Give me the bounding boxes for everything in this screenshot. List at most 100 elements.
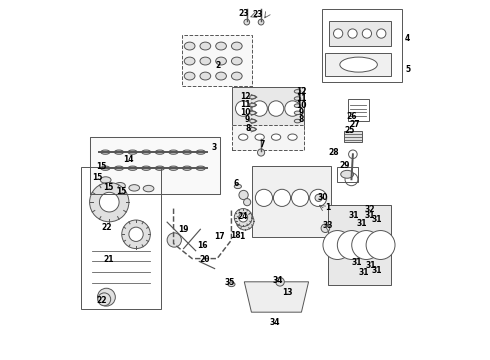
Circle shape — [234, 208, 252, 226]
Circle shape — [252, 101, 268, 116]
Bar — [232, 87, 304, 130]
Text: 6: 6 — [233, 179, 239, 188]
Ellipse shape — [216, 72, 226, 80]
Text: 35: 35 — [225, 278, 235, 287]
Text: 23: 23 — [252, 10, 263, 19]
Ellipse shape — [294, 119, 301, 123]
Circle shape — [377, 29, 386, 38]
Ellipse shape — [184, 57, 195, 65]
Ellipse shape — [255, 134, 264, 140]
Circle shape — [366, 230, 395, 260]
Ellipse shape — [142, 150, 151, 154]
Text: 15: 15 — [117, 187, 127, 196]
Circle shape — [129, 227, 143, 242]
Bar — [182, 35, 252, 86]
Ellipse shape — [101, 166, 110, 170]
Text: 19: 19 — [178, 225, 189, 234]
Circle shape — [321, 224, 330, 233]
Text: 23: 23 — [238, 9, 248, 18]
Text: 17: 17 — [214, 232, 224, 241]
Circle shape — [292, 189, 309, 206]
Text: 10: 10 — [296, 101, 307, 110]
Text: 20: 20 — [200, 255, 210, 264]
Text: 16: 16 — [197, 240, 208, 249]
Ellipse shape — [182, 150, 192, 154]
Ellipse shape — [128, 150, 137, 154]
Circle shape — [255, 189, 272, 206]
Bar — [328, 205, 391, 285]
Circle shape — [167, 233, 181, 247]
Ellipse shape — [169, 150, 178, 154]
Text: 9: 9 — [299, 108, 304, 117]
Ellipse shape — [100, 177, 111, 183]
Circle shape — [244, 19, 249, 25]
Ellipse shape — [294, 90, 301, 93]
Text: 24: 24 — [237, 212, 247, 221]
Text: 15: 15 — [96, 162, 107, 171]
Circle shape — [345, 173, 358, 186]
Circle shape — [239, 190, 248, 200]
Ellipse shape — [200, 72, 211, 80]
Ellipse shape — [294, 97, 301, 100]
Bar — [337, 167, 358, 182]
Text: 9: 9 — [244, 116, 249, 125]
Circle shape — [315, 194, 322, 202]
Text: 15: 15 — [103, 183, 114, 192]
Text: 33: 33 — [322, 221, 333, 230]
Bar — [344, 131, 362, 143]
Text: 18: 18 — [230, 231, 240, 240]
Circle shape — [334, 29, 343, 38]
Text: 34: 34 — [269, 318, 279, 327]
Ellipse shape — [143, 185, 154, 192]
Text: 22: 22 — [96, 296, 107, 305]
Text: 30: 30 — [318, 193, 328, 202]
Text: 1: 1 — [240, 232, 245, 241]
Ellipse shape — [249, 95, 256, 99]
Circle shape — [348, 150, 357, 158]
Ellipse shape — [294, 111, 301, 114]
Ellipse shape — [101, 150, 110, 154]
Ellipse shape — [129, 185, 140, 191]
Text: 25: 25 — [344, 126, 354, 135]
Ellipse shape — [294, 104, 301, 108]
Text: 28: 28 — [328, 148, 339, 157]
Text: 10: 10 — [241, 108, 251, 117]
Circle shape — [352, 230, 381, 260]
Text: 31: 31 — [349, 211, 359, 220]
Text: 8: 8 — [299, 116, 304, 125]
Ellipse shape — [155, 150, 164, 154]
Circle shape — [323, 230, 352, 260]
Ellipse shape — [115, 166, 123, 170]
Ellipse shape — [169, 166, 178, 170]
Ellipse shape — [184, 72, 195, 80]
Circle shape — [258, 149, 265, 156]
Text: 5: 5 — [405, 65, 410, 74]
Text: 21: 21 — [103, 255, 114, 264]
Ellipse shape — [196, 166, 205, 170]
Circle shape — [337, 230, 367, 260]
Text: 26: 26 — [346, 112, 357, 121]
Text: 27: 27 — [350, 120, 360, 129]
Text: 31: 31 — [351, 258, 362, 267]
Text: 11: 11 — [296, 94, 307, 103]
Text: 31: 31 — [364, 211, 374, 220]
Text: 12: 12 — [296, 87, 307, 96]
Ellipse shape — [216, 42, 226, 50]
Polygon shape — [245, 282, 309, 312]
Ellipse shape — [128, 166, 137, 170]
Circle shape — [269, 101, 284, 116]
Ellipse shape — [184, 42, 195, 50]
Ellipse shape — [249, 111, 256, 114]
Ellipse shape — [231, 57, 242, 65]
Ellipse shape — [196, 150, 205, 154]
Text: 31: 31 — [357, 219, 368, 228]
Text: 29: 29 — [339, 161, 349, 170]
Text: 14: 14 — [123, 155, 134, 164]
Text: 12: 12 — [241, 91, 251, 100]
Circle shape — [244, 199, 251, 206]
Text: 31: 31 — [366, 261, 376, 270]
Circle shape — [239, 213, 247, 222]
Ellipse shape — [234, 184, 242, 189]
Circle shape — [285, 101, 300, 116]
Ellipse shape — [155, 166, 164, 170]
